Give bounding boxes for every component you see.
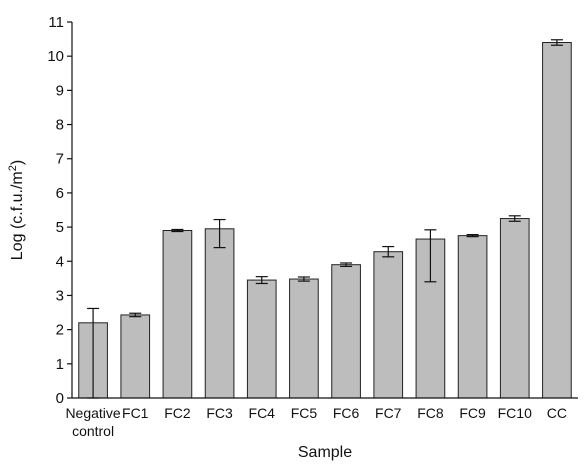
x-axis-title: Sample [298, 444, 352, 461]
error-bars-group [87, 39, 563, 399]
y-ticks-group: 0 1 2 3 4 5 6 7 8 9 10 11 [47, 14, 72, 407]
y-tick-label: 2 [56, 322, 64, 339]
y-tick-label: 4 [56, 253, 64, 270]
bar [331, 264, 361, 399]
x-tick-label: FC3 [206, 405, 233, 421]
y-tick-label: 3 [56, 287, 64, 304]
x-tick-label: FC6 [333, 405, 360, 421]
x-tick-label: FC1 [122, 405, 149, 421]
x-tick-label: FC5 [291, 405, 318, 421]
bar [246, 279, 277, 399]
x-tick-label: FC2 [164, 405, 191, 421]
x-tick-label: FC7 [375, 405, 402, 421]
x-tick-label: control [72, 423, 114, 439]
bars-group [78, 42, 572, 399]
y-axis-title-end: ) [9, 160, 26, 165]
y-tick-label: 5 [56, 219, 64, 236]
x-tick-label: FC8 [417, 405, 444, 421]
x-tick-label: Negative [65, 405, 120, 421]
bar [120, 314, 151, 399]
bar [373, 251, 404, 399]
y-tick-label: 8 [56, 117, 64, 134]
y-tick-label: 7 [56, 151, 64, 168]
bar [162, 230, 193, 399]
x-tick-labels-group: Negative control FC1 FC2 FC3 FC4 FC5 FC6 FC7 FC8 F… [65, 405, 567, 439]
y-tick-label: 11 [48, 14, 64, 31]
bar [542, 42, 572, 399]
x-tick-label: FC4 [249, 405, 276, 421]
x-tick-label: FC10 [498, 405, 532, 421]
y-axis-title: Log (c.f.u./m2) [7, 160, 26, 260]
y-axis-title-main: Log (c.f.u./m [9, 171, 26, 260]
bar [289, 278, 319, 399]
y-tick-label: 6 [56, 185, 64, 202]
bar [499, 218, 530, 399]
bar [204, 228, 235, 399]
y-tick-label: 1 [56, 356, 64, 373]
bar [457, 235, 488, 399]
x-tick-label: CC [547, 405, 567, 421]
y-tick-label: 0 [56, 390, 64, 407]
y-tick-label: 9 [56, 82, 64, 99]
x-tick-label: FC9 [459, 405, 486, 421]
y-axis-title-sup: 2 [7, 165, 19, 171]
y-tick-label: 10 [47, 48, 64, 65]
